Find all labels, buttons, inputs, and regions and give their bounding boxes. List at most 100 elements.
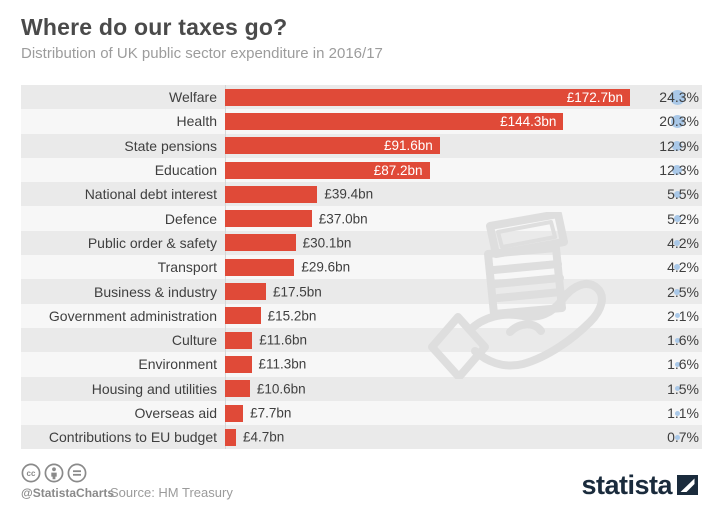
value-label: £4.7bn: [243, 429, 285, 445]
bar-track: £4.7bn: [225, 428, 702, 446]
bar-track: £11.3bn: [225, 355, 702, 373]
creative-commons-icon: cc: [21, 463, 41, 483]
percent-cell: 5.5%: [622, 182, 702, 206]
value-bar: £144.3bn: [225, 112, 564, 130]
value-label: £87.2bn: [373, 162, 423, 178]
percent-label: 1.6%: [667, 356, 699, 373]
percent-dot: [674, 264, 680, 271]
percent-dot: [670, 114, 684, 128]
value-bar: [225, 258, 295, 276]
value-label: £11.6bn: [259, 332, 307, 348]
percent-cell: 20.3%: [622, 109, 702, 133]
percent-label: 4.2%: [667, 259, 699, 276]
percent-cell: 4.2%: [622, 231, 702, 255]
value-bar: [225, 404, 244, 422]
category-label: Contributions to EU budget: [48, 429, 217, 446]
bar-track: £144.3bn: [225, 112, 702, 130]
bar-track: £87.2bn: [225, 161, 702, 179]
chart-row: Defence £37.0bn 5.2%: [21, 206, 702, 231]
chart-row: Welfare £172.7bn 24.3%: [21, 85, 702, 110]
chart-row: Contributions to EU budget £4.7bn 0.7%: [21, 425, 702, 450]
chart-row: Government administration £15.2bn 2.1%: [21, 303, 702, 328]
percent-label: 24.3%: [659, 89, 699, 106]
value-label: £37.0bn: [318, 211, 368, 227]
percent-label: 1.6%: [667, 332, 699, 349]
percent-label: 2.5%: [667, 283, 699, 300]
bar-track: £39.4bn: [225, 185, 702, 203]
percent-dot: [674, 434, 680, 440]
percent-cell: 4.2%: [622, 255, 702, 279]
bar-track: £29.6bn: [225, 258, 702, 276]
value-label: £91.6bn: [383, 138, 433, 154]
value-bar: [225, 283, 266, 301]
bar-track: £172.7bn: [225, 88, 702, 106]
percent-dot: [673, 215, 681, 223]
attribution-icon: [44, 463, 64, 483]
value-bar: [225, 428, 236, 446]
page-subtitle: Distribution of UK public sector expendi…: [21, 45, 383, 62]
value-label: £144.3bn: [500, 113, 557, 129]
percent-cell: 12.9%: [622, 134, 702, 158]
percent-cell: 1.1%: [622, 401, 702, 425]
value-bar: [225, 355, 252, 373]
value-label: £11.3bn: [258, 356, 307, 372]
license-icons: cc: [21, 463, 87, 483]
percent-dot: [669, 89, 685, 105]
chart-row: Transport £29.6bn 4.2%: [21, 255, 702, 280]
statista-wordmark: statista: [581, 470, 672, 500]
category-label: Business & industry: [94, 283, 217, 300]
category-label: Defence: [164, 210, 217, 227]
value-label: £172.7bn: [566, 89, 623, 105]
value-label: £29.6bn: [301, 259, 351, 275]
value-bar: [225, 380, 250, 398]
category-label: Welfare: [169, 89, 217, 106]
statista-charts-handle: @StatistaCharts: [21, 486, 115, 500]
category-label: Health: [176, 113, 217, 130]
percent-label: 20.3%: [659, 113, 699, 130]
bar-chart: Welfare £172.7bn 24.3% Health £144.3bn 20.3% S…: [21, 85, 702, 450]
category-label: Education: [154, 162, 217, 179]
chart-row: Public order & safety £30.1bn 4.2%: [21, 230, 702, 256]
statista-logo-icon: [677, 475, 698, 495]
percent-cell: 1.6%: [622, 352, 702, 376]
percent-cell: 0.7%: [622, 425, 702, 449]
bar-track: £10.6bn: [225, 380, 702, 398]
percent-dot: [674, 361, 680, 367]
percent-cell: 12.3%: [622, 158, 702, 182]
category-label: Culture: [171, 332, 217, 349]
percent-cell: 2.1%: [622, 304, 702, 328]
value-label: £17.5bn: [273, 284, 322, 300]
percent-cell: 1.5%: [622, 377, 702, 401]
category-label: Government administration: [48, 307, 217, 324]
percent-dot: [674, 313, 680, 319]
bar-track: £37.0bn: [225, 210, 702, 228]
percent-dot: [674, 239, 680, 246]
chart-row: Environment £11.3bn 1.6%: [21, 352, 702, 377]
percent-dot: [672, 165, 682, 176]
chart-row: Business & industry £17.5bn 2.5%: [21, 279, 702, 304]
bar-track: £17.5bn: [225, 283, 702, 301]
percent-label: 1.5%: [667, 380, 699, 397]
value-label: £10.6bn: [256, 381, 306, 397]
svg-text:cc: cc: [27, 469, 36, 478]
value-label: £39.4bn: [324, 186, 374, 202]
percent-dot: [672, 140, 682, 151]
percent-dot: [674, 337, 680, 343]
percent-dot: [674, 386, 680, 392]
percent-cell: 1.6%: [622, 328, 702, 352]
percent-label: 12.3%: [659, 162, 699, 179]
category-label: Public order & safety: [87, 234, 217, 251]
percent-label: 5.2%: [667, 210, 699, 227]
percent-label: 5.5%: [667, 186, 699, 203]
source-text: Source: HM Treasury: [110, 485, 233, 500]
chart-row: Culture £11.6bn 1.6%: [21, 327, 702, 353]
category-label: Transport: [157, 259, 217, 276]
percent-cell: 5.2%: [622, 206, 702, 230]
statista-logo: statista: [581, 470, 698, 500]
no-derivatives-icon: [67, 463, 87, 483]
chart-row: National debt interest £39.4bn 5.5%: [21, 182, 702, 207]
value-label: £7.7bn: [250, 405, 292, 421]
chart-row: Housing and utilities £10.6bn 1.5%: [21, 376, 702, 401]
percent-cell: 2.5%: [622, 279, 702, 303]
value-bar: [225, 185, 318, 203]
